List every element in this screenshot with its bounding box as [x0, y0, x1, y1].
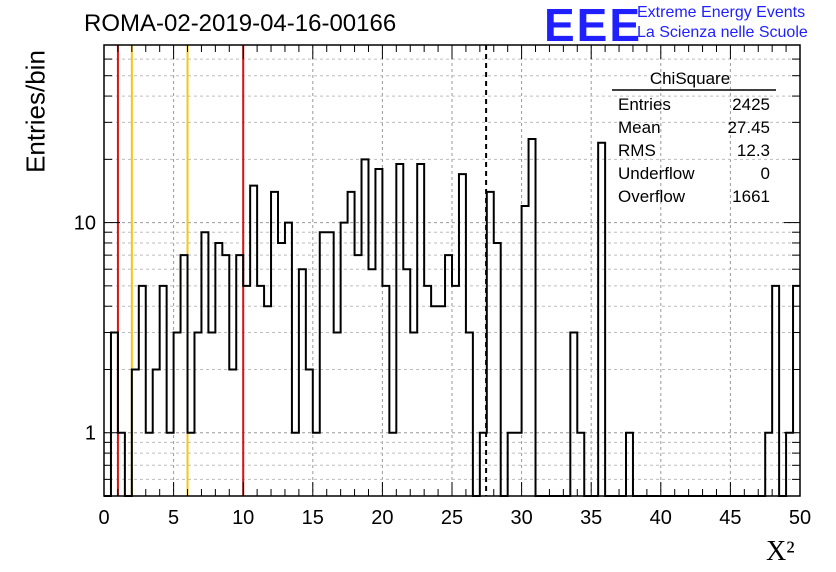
histogram-bin — [570, 332, 577, 496]
x-tick-label: 40 — [650, 507, 672, 529]
histogram-bin — [139, 286, 146, 496]
stats-value: 2425 — [732, 95, 770, 114]
x-tick-label: 30 — [510, 507, 532, 529]
histogram-bin — [320, 232, 327, 496]
histogram-bin — [111, 332, 118, 496]
x-tick-label: 20 — [371, 507, 393, 529]
histogram-bin — [271, 192, 278, 496]
histogram-bin — [410, 332, 417, 496]
stats-label: Underflow — [618, 164, 695, 183]
histogram-bin — [793, 286, 800, 496]
brand-line-1: Extreme Energy Events — [637, 4, 806, 21]
histogram-bin — [772, 286, 779, 496]
x-tick-label: 15 — [302, 507, 324, 529]
histogram-bin — [201, 232, 208, 496]
histogram-bin — [438, 306, 445, 496]
histogram-bin — [327, 232, 334, 496]
histogram-bin — [452, 286, 459, 496]
histogram-bin — [285, 223, 292, 496]
x-tick-label: 10 — [232, 507, 254, 529]
histogram-bin — [396, 164, 403, 496]
histogram-bin — [334, 332, 341, 496]
histogram-bin — [222, 255, 229, 496]
x-tick-label: 25 — [441, 507, 463, 529]
stats-value: 1661 — [732, 187, 770, 206]
histogram-bin — [487, 192, 494, 496]
histogram-bin — [160, 286, 167, 496]
x-axis-label: X² — [766, 536, 795, 567]
histogram-bin — [445, 255, 452, 496]
histogram-bin — [424, 286, 431, 496]
stats-label: RMS — [618, 141, 656, 160]
histogram-bin — [236, 255, 243, 496]
x-tick-label: 5 — [168, 507, 179, 529]
histogram-bin — [522, 206, 529, 496]
y-tick-label: 1 — [85, 423, 96, 445]
stats-value: 12.3 — [737, 141, 770, 160]
histogram-bin — [368, 269, 375, 496]
histogram-bin — [403, 269, 410, 496]
x-tick-label: 45 — [719, 507, 741, 529]
x-tick-label: 0 — [98, 507, 109, 529]
eee-logo: EEE — [544, 0, 643, 51]
y-tick-label: 10 — [74, 213, 96, 235]
histogram-bin — [355, 255, 362, 496]
stats-label: Overflow — [618, 187, 686, 206]
stats-value: 0 — [761, 164, 770, 183]
histogram-bin — [299, 269, 306, 496]
histogram-bin — [174, 332, 181, 496]
chart-title: ROMA-02-2019-04-16-00166 — [84, 10, 397, 37]
histogram-bin — [243, 286, 250, 496]
brand-line-2: La Scienza nelle Scuole — [637, 24, 808, 41]
x-tick-label: 50 — [789, 507, 811, 529]
stats-label: Entries — [618, 95, 671, 114]
histogram-bin — [362, 159, 369, 496]
histogram-bin — [208, 332, 215, 496]
histogram-bin — [431, 306, 438, 496]
histogram-bin — [598, 143, 605, 496]
stats-value: 27.45 — [727, 118, 770, 137]
x-tick-label: 35 — [580, 507, 602, 529]
histogram-bin — [194, 332, 201, 496]
stats-label: Mean — [618, 118, 661, 137]
histogram-bin — [417, 164, 424, 496]
histogram-bin — [257, 286, 264, 496]
histogram-bin — [341, 223, 348, 496]
histogram-bin — [181, 255, 188, 496]
stats-title: ChiSquare — [650, 69, 730, 88]
histogram-bin — [466, 332, 473, 496]
histogram-bin — [382, 286, 389, 496]
histogram-bin — [348, 192, 355, 496]
histogram-bin — [264, 306, 271, 496]
